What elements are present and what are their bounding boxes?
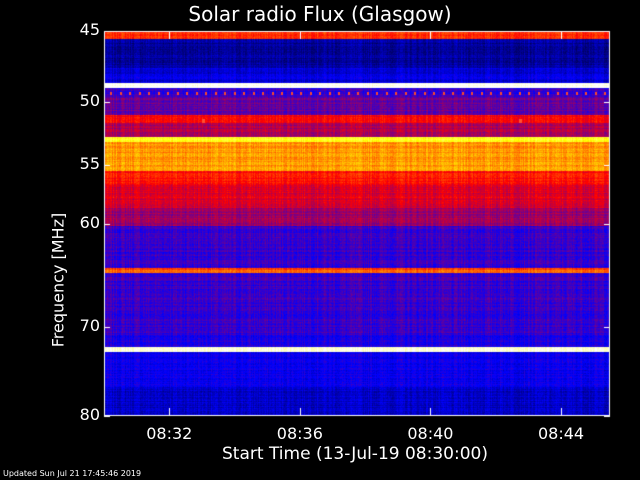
x-tick-label: 08:40 [407, 424, 454, 443]
y-tick-label: 55 [79, 154, 100, 174]
y-tick-label: 45 [79, 20, 100, 39]
x-tick-label: 08:44 [537, 424, 585, 443]
x-axis-label: Start Time (13-Jul-19 08:30:00) [222, 444, 488, 464]
y-tick-label: 50 [79, 90, 100, 110]
x-tick-label: 08:36 [276, 424, 323, 443]
updated-timestamp: Updated Sun Jul 21 17:45:46 2019 [3, 469, 142, 478]
x-tick-label: 08:32 [146, 424, 193, 443]
chart-title: Solar radio Flux (Glasgow) [188, 2, 452, 26]
y-tick-label: 80 [79, 405, 100, 424]
y-tick-label: 60 [79, 212, 100, 232]
y-tick-label: 70 [79, 315, 100, 335]
